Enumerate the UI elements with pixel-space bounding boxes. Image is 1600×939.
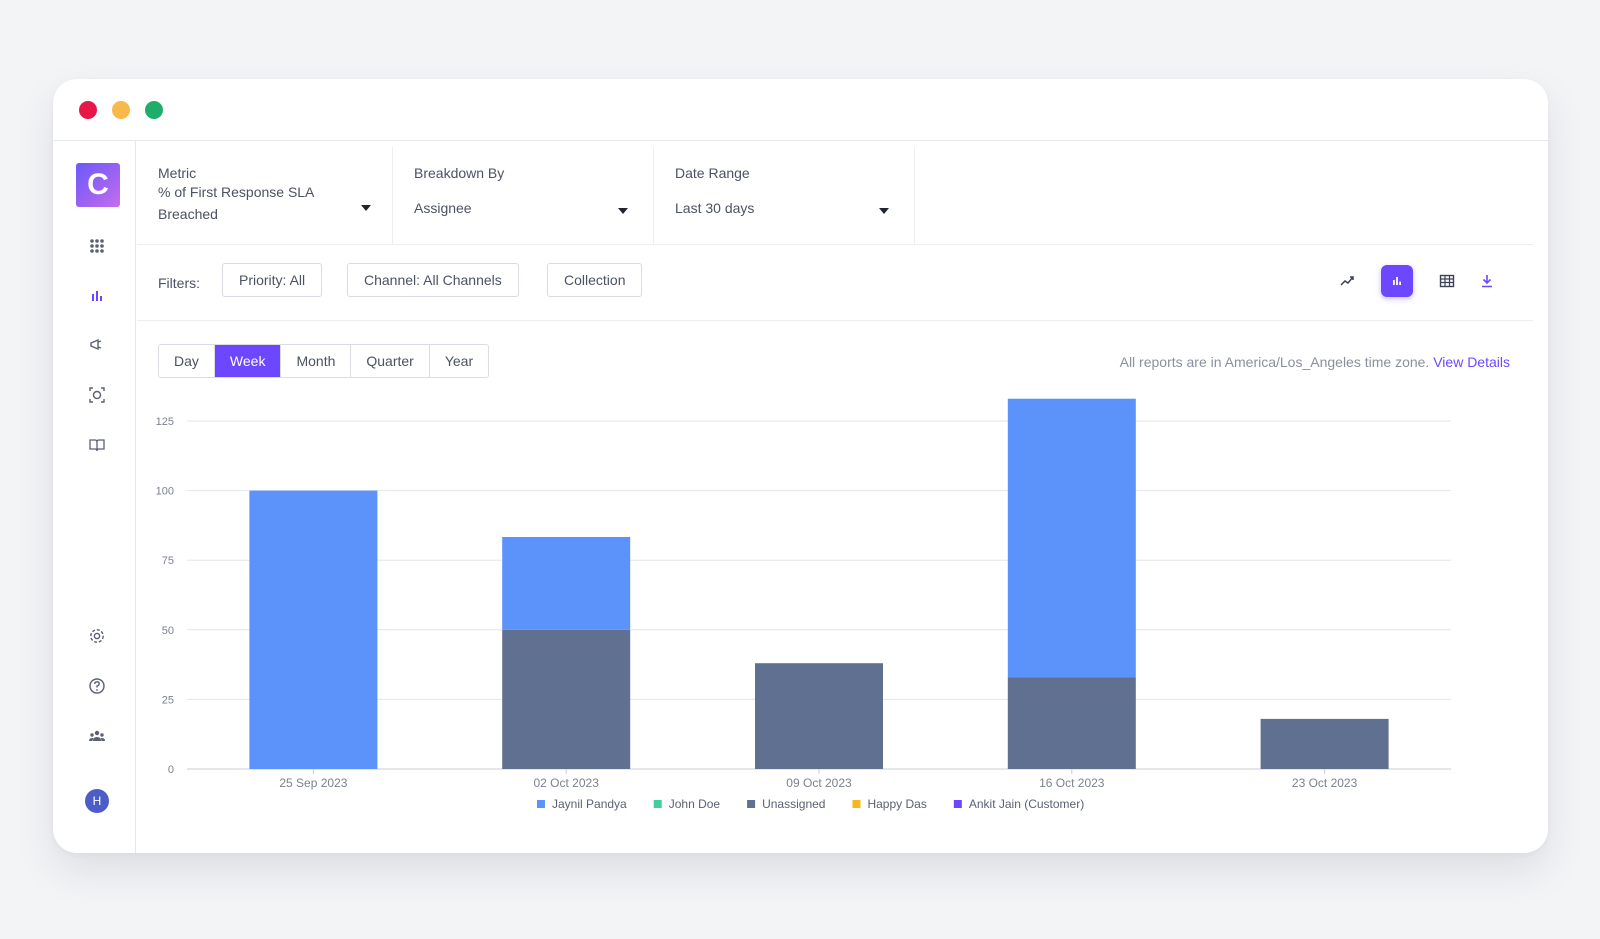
date-range-value: Last 30 days <box>675 200 755 216</box>
bar-segment <box>1260 718 1389 769</box>
y-tick-label: 0 <box>168 764 174 776</box>
bar-chart-icon[interactable] <box>1381 265 1413 297</box>
bar-segment <box>249 490 378 769</box>
legend-label: Happy Das <box>867 797 926 811</box>
legend-swatch <box>852 800 861 808</box>
title-bar <box>53 79 1548 141</box>
y-tick-label: 125 <box>156 416 174 428</box>
legend-label: Unassigned <box>762 797 825 811</box>
y-tick-label: 50 <box>162 625 174 637</box>
chevron-down-icon <box>879 208 889 214</box>
bar-segment <box>1007 398 1136 678</box>
help-icon[interactable] <box>86 675 108 697</box>
legend-swatch <box>653 800 662 808</box>
apps-grid-icon[interactable] <box>86 235 108 257</box>
metric-label: Metric <box>158 165 197 181</box>
granularity-week[interactable]: Week <box>214 345 282 377</box>
legend-swatch <box>953 800 962 808</box>
bar-segment <box>502 629 631 769</box>
user-avatar[interactable]: H <box>85 789 109 813</box>
y-tick-label: 75 <box>162 555 174 567</box>
maximize-window-button[interactable] <box>145 101 163 119</box>
date-range-label: Date Range <box>675 165 750 181</box>
bar-segment <box>1007 677 1136 769</box>
sidebar: C H <box>53 141 136 853</box>
y-tick-label: 25 <box>162 694 174 706</box>
legend-swatch <box>537 800 545 808</box>
x-tick-label: 25 Sep 2023 <box>279 776 347 790</box>
y-tick-label: 100 <box>156 486 174 498</box>
trend-line-icon[interactable] <box>1331 265 1363 297</box>
x-tick-label: 23 Oct 2023 <box>1292 776 1358 790</box>
x-tick-label: 16 Oct 2023 <box>1039 776 1105 790</box>
bar-segment <box>755 663 883 769</box>
granularity-toggle: Day Week Month Quarter Year <box>158 344 490 378</box>
settings-icon[interactable] <box>86 625 108 647</box>
breakdown-label: Breakdown By <box>414 165 505 181</box>
metric-value-line2: Breached <box>158 206 218 222</box>
download-icon[interactable] <box>1471 265 1503 297</box>
granularity-year[interactable]: Year <box>429 345 489 377</box>
close-window-button[interactable] <box>79 101 97 119</box>
view-details-link[interactable]: View Details <box>1433 354 1510 370</box>
minimize-window-button[interactable] <box>112 101 130 119</box>
table-icon[interactable] <box>1431 265 1463 297</box>
x-tick-label: 02 Oct 2023 <box>534 776 600 790</box>
granularity-day[interactable]: Day <box>159 345 215 377</box>
campaigns-icon[interactable] <box>86 334 108 356</box>
app-logo[interactable]: C <box>76 163 120 207</box>
timezone-note: All reports are in America/Los_Angeles t… <box>1120 354 1510 370</box>
report-selectors: Metric % of First Response SLA Breached … <box>137 147 1533 245</box>
metric-selector[interactable]: Metric % of First Response SLA Breached <box>137 147 393 245</box>
automation-icon[interactable] <box>86 384 108 406</box>
granularity-quarter[interactable]: Quarter <box>351 345 430 377</box>
timezone-text: All reports are in America/Los_Angeles t… <box>1119 354 1430 370</box>
filters-label: Filters: <box>158 275 200 291</box>
chevron-down-icon <box>361 205 371 211</box>
bar-segment <box>502 537 631 630</box>
team-icon[interactable] <box>86 725 108 747</box>
collection-filter-chip[interactable]: Collection <box>547 263 643 297</box>
breakdown-selector[interactable]: Breakdown By Assignee <box>393 147 654 245</box>
legend-label: Ankit Jain (Customer) <box>969 797 1084 811</box>
filter-bar: Filters: Priority: All Channel: All Chan… <box>137 245 1533 321</box>
priority-filter-chip[interactable]: Priority: All <box>222 263 323 297</box>
granularity-month[interactable]: Month <box>281 345 352 377</box>
chevron-down-icon <box>618 208 628 214</box>
bar-chart: 0 25 50 75 100 125 25 Sep 2023 02 Oct 2023 09 Oc… <box>156 398 1451 811</box>
knowledge-base-icon[interactable] <box>86 434 108 456</box>
metric-value-line1: % of First Response SLA <box>158 184 315 200</box>
reports-icon[interactable] <box>86 285 108 307</box>
date-range-selector[interactable]: Date Range Last 30 days <box>654 147 915 245</box>
legend-label: Jaynil Pandya <box>552 797 627 811</box>
breakdown-value: Assignee <box>414 200 472 216</box>
x-tick-label: 09 Oct 2023 <box>786 776 852 790</box>
legend-swatch <box>747 800 756 808</box>
channel-filter-chip[interactable]: Channel: All Channels <box>347 263 519 297</box>
legend-label: John Doe <box>669 797 721 811</box>
